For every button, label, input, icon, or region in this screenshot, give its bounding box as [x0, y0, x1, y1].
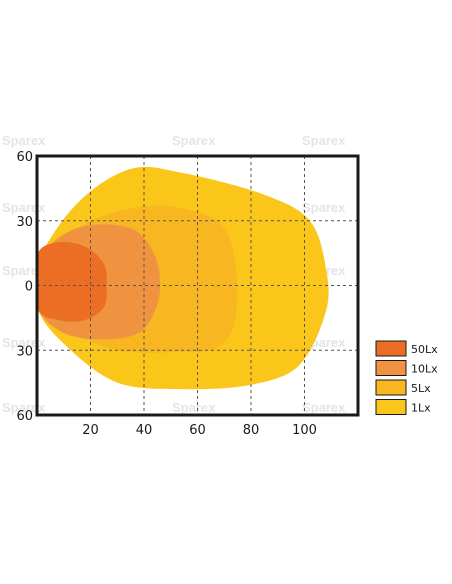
legend-swatch-10lx: [375, 360, 407, 376]
plot-frame: [35, 154, 360, 417]
legend-label-50lx: 50Lx: [411, 343, 438, 356]
y-tick-label: 30: [16, 215, 33, 230]
legend-swatch-50lx: [375, 340, 407, 357]
y-tick-labels: 60 30 0 30 60: [16, 150, 33, 424]
y-tick-label: 60: [16, 150, 33, 165]
y-tick-label: 30: [16, 344, 33, 359]
watermark-text: Sparex: [172, 133, 216, 148]
legend-label-1lx: 1Lx: [411, 402, 431, 415]
legend-label-10lx: 10Lx: [411, 363, 438, 376]
x-tick-label: 20: [82, 423, 99, 438]
x-tick-label: 60: [189, 423, 206, 438]
x-tick-labels: 20 40 60 80 100: [82, 423, 317, 438]
watermark-text: Sparex: [302, 200, 346, 215]
legend-label-5lx: 5Lx: [411, 382, 431, 395]
x-tick-label: 40: [136, 423, 153, 438]
legend-swatch-1lx: [375, 399, 407, 415]
watermark-text: Sparex: [2, 263, 46, 278]
watermark-text: Sparex: [2, 133, 46, 148]
y-tick-label: 60: [16, 409, 33, 424]
legend: 50Lx 10Lx 5Lx 1Lx: [375, 340, 438, 415]
grid-layer: [37, 156, 358, 415]
x-tick-label: 100: [292, 423, 317, 438]
watermark-text: Sparex: [2, 200, 46, 215]
contour-50lx: [37, 241, 107, 322]
contour-layer: [37, 166, 329, 390]
y-tick-label: 0: [25, 280, 33, 295]
watermark-text: Sparex: [302, 133, 346, 148]
watermark-text: Sparex: [2, 335, 46, 350]
watermark-text: Sparex: [302, 400, 346, 415]
x-tick-label: 80: [243, 423, 260, 438]
watermark-text: Sparex: [172, 400, 216, 415]
watermark-text: Sparex: [2, 400, 46, 415]
legend-swatch-5lx: [375, 379, 407, 396]
